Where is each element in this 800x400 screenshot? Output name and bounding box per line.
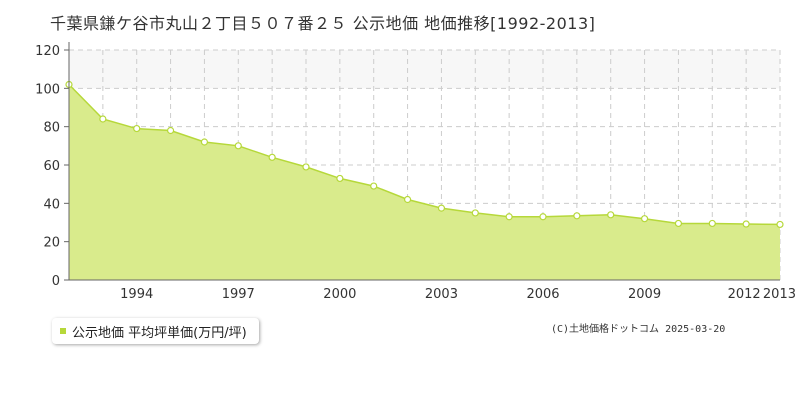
x-tick-label: 2013	[763, 287, 796, 302]
data-point-1995	[166, 126, 175, 135]
y-tick-label: 100	[35, 82, 60, 97]
data-point-1998	[268, 153, 276, 161]
data-point-1996	[200, 138, 209, 146]
y-tick-label: 0	[52, 274, 60, 289]
legend: 公示地価 平均坪単価(万円/坪)	[52, 318, 259, 344]
series-area	[69, 84, 780, 280]
series-line	[68, 83, 781, 226]
x-tick-labels: 1994 1997 2000 2003 2006 2009 2012 2013	[120, 287, 796, 302]
legend-marker-icon	[60, 328, 66, 334]
data-point-2005	[505, 213, 513, 221]
x-tick-label: 2003	[425, 287, 458, 302]
data-point-2003	[437, 204, 446, 212]
y-tick-label: 60	[43, 159, 60, 174]
upper-band	[69, 50, 780, 89]
data-point-1993	[99, 115, 107, 123]
data-point-2006	[539, 213, 547, 221]
data-point-2010	[674, 219, 683, 228]
data-point-2009	[640, 215, 649, 223]
data-point-2001	[370, 182, 378, 190]
axes	[64, 42, 780, 281]
data-point-1997	[234, 142, 242, 150]
y-tick-labels: 0 20 40 60 80 100 120	[35, 44, 60, 289]
data-point-2007	[573, 212, 581, 220]
legend-label: 公示地価 平均坪単価(万円/坪)	[72, 325, 247, 341]
x-tick-label: 2006	[526, 287, 559, 302]
x-tick-label: 1994	[120, 287, 153, 302]
data-point-2004	[471, 209, 479, 217]
data-point-2000	[336, 174, 344, 183]
data-point-2013	[776, 220, 784, 229]
data-point-1994	[133, 124, 141, 133]
data-point-2012	[742, 220, 750, 228]
y-tick-label: 20	[43, 236, 60, 251]
chart-title: 千葉県鎌ケ谷市丸山２丁目５０７番２５ 公示地価 地価推移[1992-2013]	[50, 14, 596, 33]
y-tick-label: 120	[35, 44, 60, 59]
credit-text: (C)土地価格ドットコム 2025-03-20	[551, 324, 726, 335]
data-point-2002	[403, 195, 412, 204]
y-tick-label: 40	[43, 197, 60, 212]
x-tick-label: 2012	[728, 287, 761, 302]
data-point-2008	[607, 211, 615, 219]
x-tick-label: 1997	[222, 287, 255, 302]
x-tick-label: 2000	[323, 287, 356, 302]
data-point-1999	[302, 163, 310, 171]
y-tick-label: 80	[43, 121, 60, 136]
x-tick-label: 2009	[628, 287, 661, 302]
data-point-2011	[708, 219, 716, 228]
